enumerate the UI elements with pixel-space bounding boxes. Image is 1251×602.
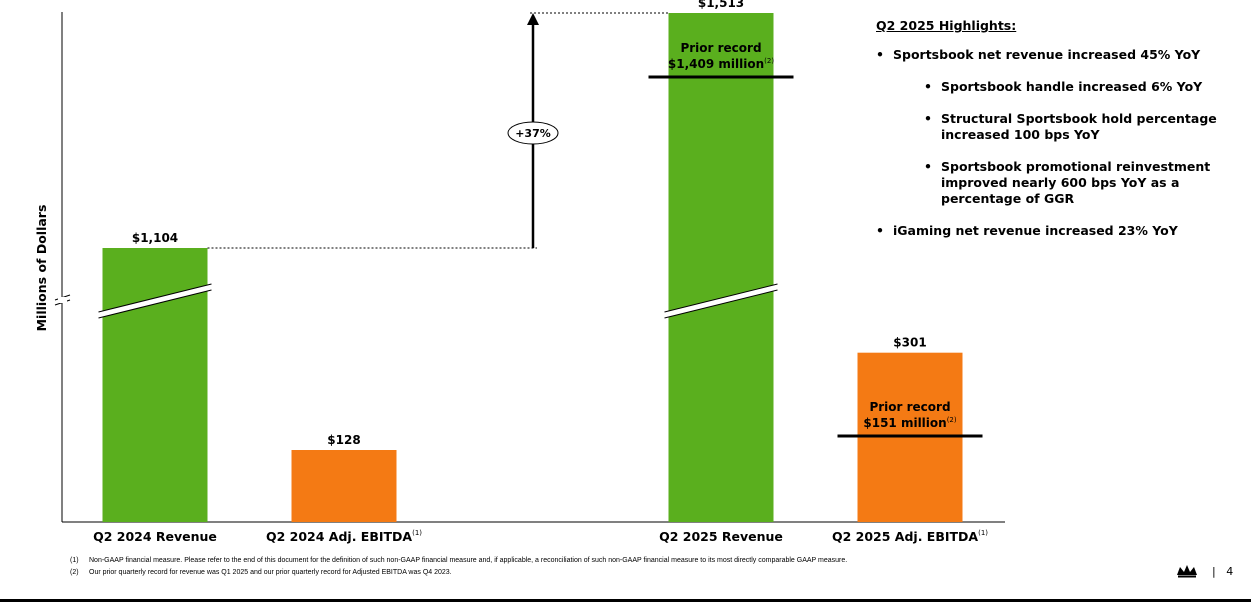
highlight-item: • Sportsbook net revenue increased 45% Yo…: [876, 47, 1246, 63]
bar-break-gap: [98, 284, 212, 318]
footnote-number: (1): [70, 557, 79, 564]
highlight-text: Sportsbook handle increased 6% YoY: [941, 79, 1203, 94]
footnote-text: Our prior quarterly record for revenue w…: [89, 569, 452, 576]
highlights-list: • Sportsbook net revenue increased 45% Yo…: [876, 47, 1246, 239]
crown-icon: [1176, 563, 1198, 582]
highlights-title: Q2 2025 Highlights:: [876, 18, 1017, 33]
bar-value-label: $128: [327, 433, 360, 447]
prior-record-label: Prior record: [869, 400, 950, 414]
growth-badge: [507, 121, 559, 145]
page-separator: |: [1212, 565, 1216, 578]
highlight-item: • Sportsbook promotional reinvestment imp…: [924, 159, 1246, 207]
bar-value-label: $301: [893, 336, 926, 350]
highlight-text: Sportsbook net revenue increased 45% YoY: [893, 47, 1201, 62]
footnote: (2) Our prior quarterly record for revenu…: [70, 567, 847, 579]
bar-break-line: [98, 283, 212, 313]
highlights-panel: Q2 2025 Highlights: • Sportsbook net reve…: [876, 18, 1246, 255]
category-label: Q2 2024 Revenue: [93, 529, 217, 544]
bar-break-mark: [98, 283, 212, 319]
category-superscript: (1): [412, 529, 422, 537]
footnote-number: (2): [70, 569, 79, 576]
growth-annotation: +37%: [515, 127, 551, 140]
prior-record-label: Prior record: [680, 41, 761, 55]
growth-arrow-head: [527, 13, 539, 25]
bullet-icon: •: [924, 159, 932, 174]
highlight-text: Sportsbook promotional reinvestment impr…: [941, 159, 1211, 206]
highlight-text: iGaming net revenue increased 23% YoY: [893, 223, 1178, 238]
highlight-item: • Sportsbook handle increased 6% YoY: [924, 79, 1246, 95]
category-label: Q2 2025 Revenue: [659, 529, 783, 544]
bar-value-label: $1,104: [132, 231, 178, 245]
footnote: (1) Non-GAAP financial measure. Please re…: [70, 555, 847, 567]
prior-record-value: $151 million(2): [863, 416, 957, 430]
bar-break-gap: [664, 284, 778, 318]
category-superscript: (1): [978, 529, 988, 537]
page-number-value: 4: [1226, 565, 1234, 578]
prior-record-value: $1,409 million(2): [668, 57, 774, 71]
footnotes: (1) Non-GAAP financial measure. Please re…: [70, 555, 847, 579]
bullet-icon: •: [924, 111, 932, 126]
chart-axes: Millions of Dollars: [34, 12, 1005, 523]
bar: [668, 13, 774, 522]
highlight-item: • Structural Sportsbook hold percentage i…: [924, 111, 1246, 143]
category-label: Q2 2024 Adj. EBITDA(1): [266, 529, 422, 544]
highlight-text: Structural Sportsbook hold percentage in…: [941, 111, 1217, 142]
bar-value-label: $1,513: [698, 0, 744, 10]
page-number: | 4: [1212, 565, 1233, 578]
bar-break-mark: [664, 283, 778, 319]
axis-break-gap: [58, 297, 67, 303]
footer-rule: [0, 599, 1251, 602]
bullet-icon: •: [924, 79, 932, 94]
bar-break-line: [664, 289, 778, 319]
y-axis-label: Millions of Dollars: [34, 205, 49, 332]
footnote-text: Non-GAAP financial measure. Please refer…: [89, 557, 848, 564]
bullet-icon: •: [876, 223, 884, 238]
prior-record-superscript: (2): [764, 57, 774, 65]
highlight-item: • iGaming net revenue increased 23% YoY: [876, 223, 1246, 239]
category-label: Q2 2025 Adj. EBITDA(1): [832, 529, 988, 544]
bar-break-line: [98, 289, 212, 319]
prior-record-superscript: (2): [947, 416, 957, 424]
bar-break-line: [664, 283, 778, 313]
chart-annotations: +37% Prior record $1,409 million(2) Prior r…: [207, 12, 983, 438]
chart-bars: $1,104 Q2 2024 Revenue $128 Q2 2024 Adj. EB…: [93, 0, 988, 544]
bullet-icon: •: [876, 47, 884, 62]
bar: [291, 450, 397, 522]
